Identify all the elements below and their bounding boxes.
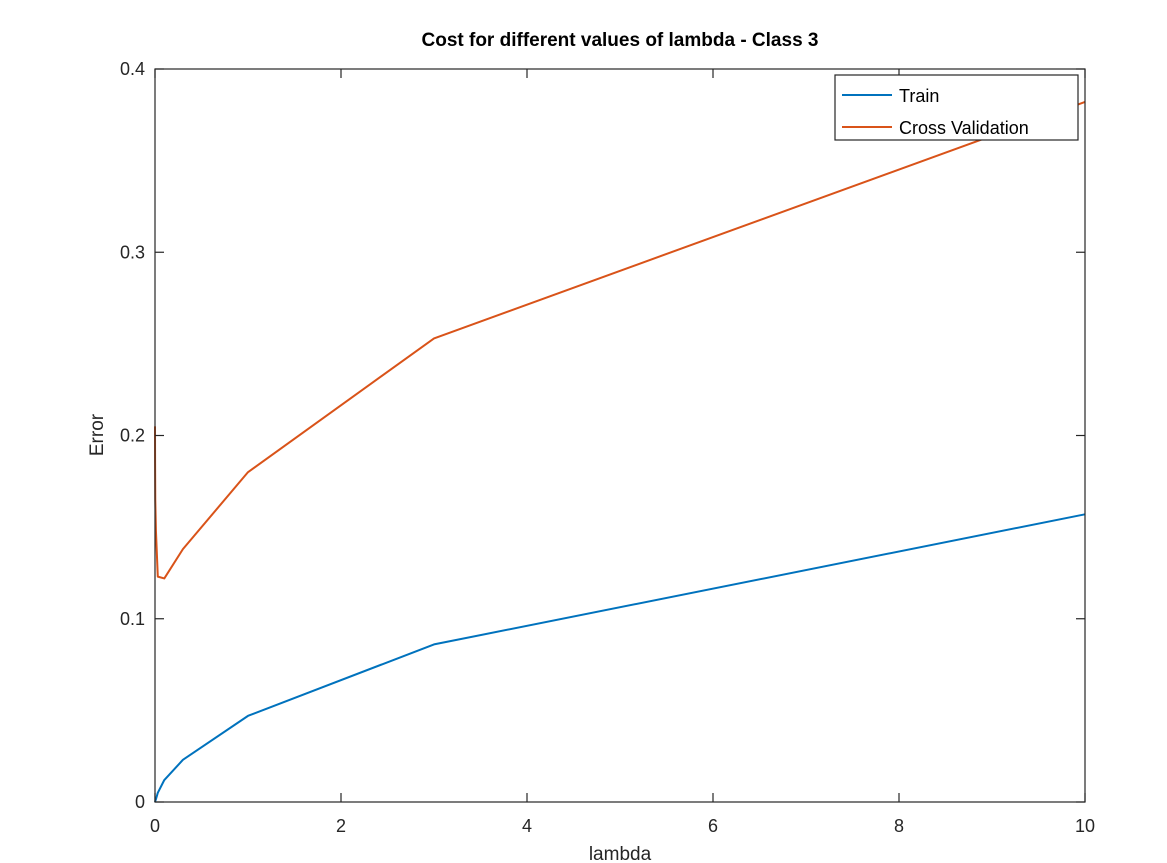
legend-label-cross-validation: Cross Validation <box>899 118 1029 138</box>
x-tick-label-3: 6 <box>708 816 718 836</box>
x-tick-label-2: 4 <box>522 816 532 836</box>
x-axis-label: lambda <box>589 844 652 863</box>
y-axis-label: Error <box>87 413 108 456</box>
x-tick-label-5: 10 <box>1075 816 1095 836</box>
y-tick-label-1: 0.1 <box>120 609 145 629</box>
y-tick-label-4: 0.4 <box>120 59 145 79</box>
legend-label-train: Train <box>899 86 939 106</box>
legend-box <box>834 74 1079 141</box>
chart-title: Cost for different values of lambda - Cl… <box>422 30 819 51</box>
legend: Train Cross Validation <box>834 74 1079 141</box>
x-tick-label-4: 8 <box>894 816 904 836</box>
x-tick-label-0: 0 <box>150 816 160 836</box>
tick-layer: 0 2 4 6 8 10 0 0.1 0.2 0.3 0.4 <box>120 59 1095 836</box>
x-tick-label-1: 2 <box>336 816 346 836</box>
y-tick-label-2: 0.2 <box>120 426 145 446</box>
plot-area <box>155 69 1085 802</box>
y-tick-label-3: 0.3 <box>120 242 145 262</box>
y-tick-label-0: 0 <box>135 792 145 812</box>
